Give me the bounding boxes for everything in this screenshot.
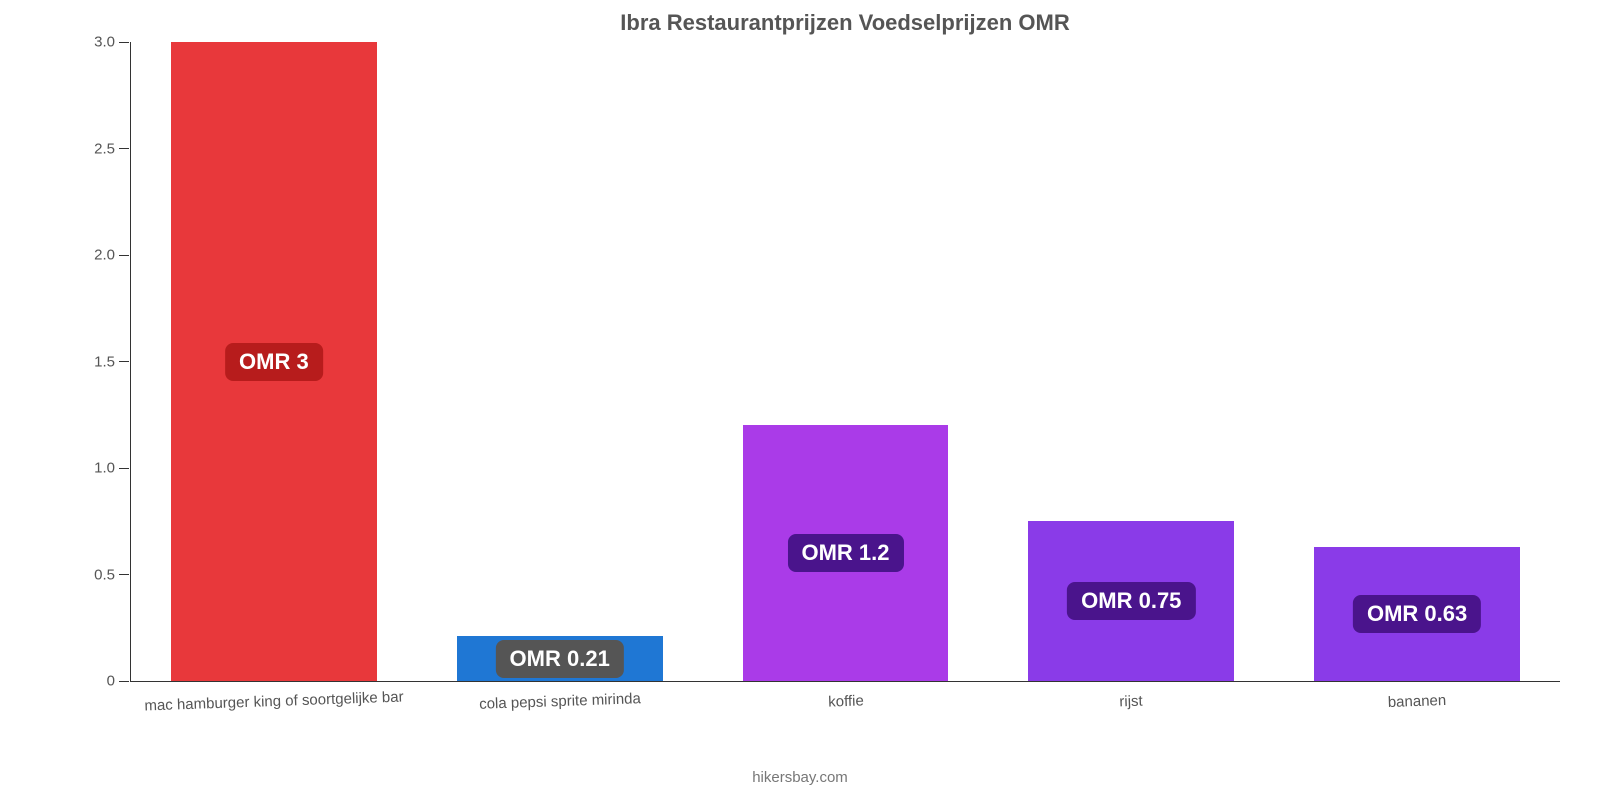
price-bar-chart: Ibra Restaurantprijzen Voedselprijzen OM… (0, 0, 1600, 800)
x-category-label: cola pepsi sprite mirinda (479, 690, 641, 713)
chart-title: Ibra Restaurantprijzen Voedselprijzen OM… (130, 10, 1560, 36)
value-badge: OMR 0.75 (1067, 582, 1195, 620)
y-tick (119, 255, 129, 256)
y-tick-label: 3.0 (71, 34, 115, 51)
y-tick (119, 681, 129, 682)
y-tick (119, 148, 129, 149)
y-tick-label: 2.5 (71, 140, 115, 157)
plot-area: 00.51.01.52.02.53.0OMR 3mac hamburger ki… (130, 42, 1560, 682)
y-tick (119, 42, 129, 43)
x-category-label: rijst (1119, 693, 1143, 711)
value-badge: OMR 3 (225, 343, 323, 381)
value-badge: OMR 0.63 (1353, 595, 1481, 633)
y-tick (119, 361, 129, 362)
y-tick-label: 2.0 (71, 247, 115, 264)
y-tick (119, 574, 129, 575)
chart-footer: hikersbay.com (0, 769, 1600, 786)
value-badge: OMR 1.2 (787, 534, 903, 572)
y-tick-label: 0.5 (71, 566, 115, 583)
value-badge: OMR 0.21 (496, 640, 624, 678)
y-tick (119, 468, 129, 469)
y-tick-label: 1.5 (71, 353, 115, 370)
x-category-label: bananen (1388, 692, 1447, 711)
y-tick-label: 1.0 (71, 460, 115, 477)
y-tick-label: 0 (71, 673, 115, 690)
x-category-label: koffie (827, 692, 863, 710)
x-category-label: mac hamburger king of soortgelijke bar (144, 688, 404, 714)
